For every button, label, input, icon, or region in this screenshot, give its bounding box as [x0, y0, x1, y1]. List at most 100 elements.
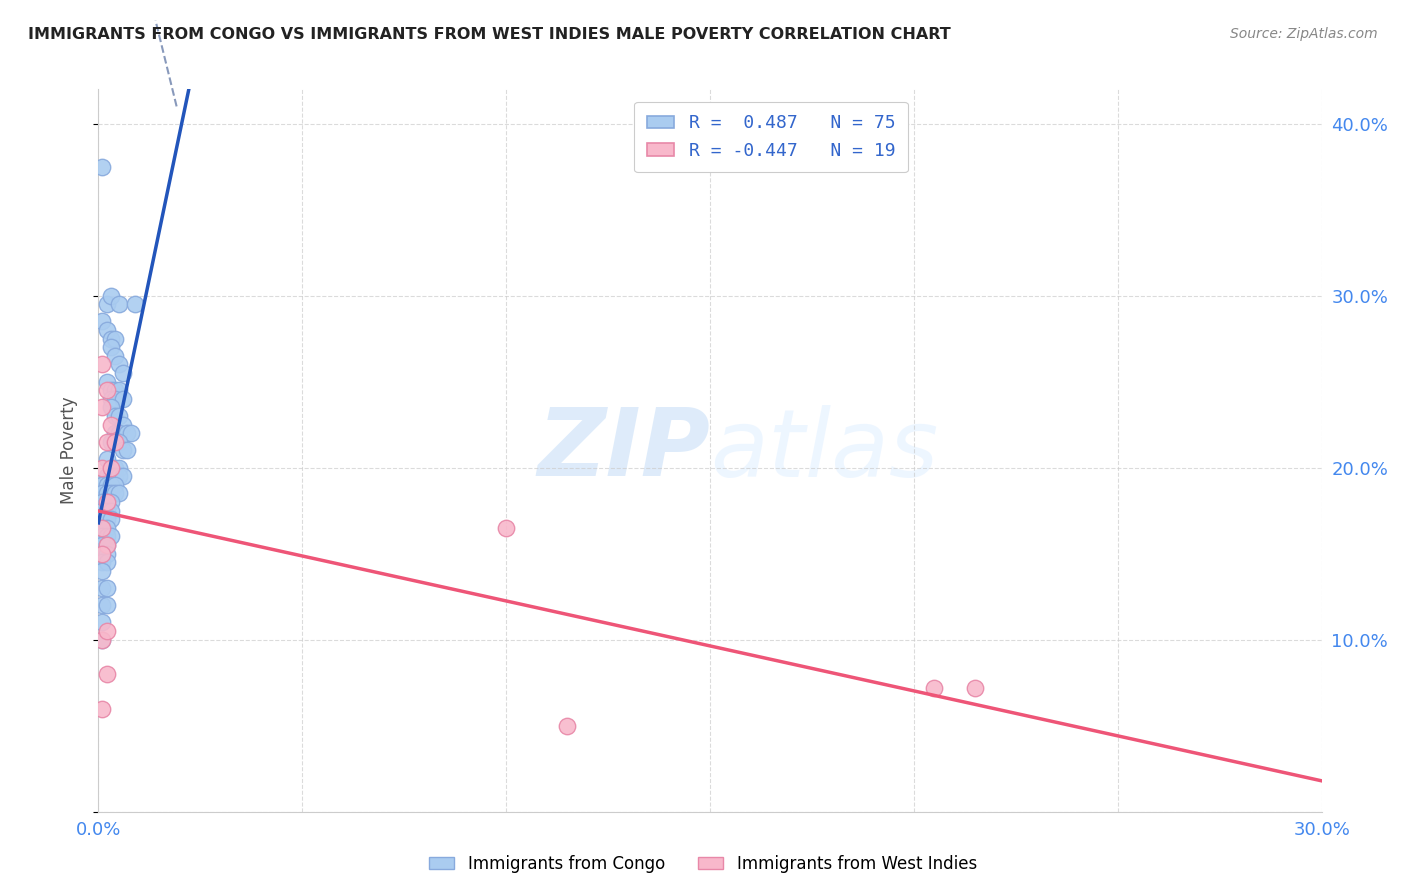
Text: IMMIGRANTS FROM CONGO VS IMMIGRANTS FROM WEST INDIES MALE POVERTY CORRELATION CH: IMMIGRANTS FROM CONGO VS IMMIGRANTS FROM…	[28, 27, 950, 42]
Legend: R =  0.487   N = 75, R = -0.447   N = 19: R = 0.487 N = 75, R = -0.447 N = 19	[634, 102, 908, 172]
Point	[104, 426, 127, 441]
Point	[100, 288, 122, 302]
Point	[100, 434, 122, 449]
Point	[104, 434, 127, 449]
Point	[91, 512, 114, 526]
Point	[91, 701, 114, 715]
Point	[91, 529, 114, 543]
Point	[91, 547, 114, 561]
Point	[96, 495, 118, 509]
Point	[555, 719, 579, 733]
Point	[100, 417, 122, 432]
Point	[104, 384, 127, 398]
Point	[108, 409, 131, 423]
Point	[100, 392, 122, 406]
Point	[96, 667, 118, 681]
Point	[91, 460, 114, 475]
Point	[91, 160, 114, 174]
Point	[96, 375, 118, 389]
Point	[104, 349, 127, 363]
Point	[115, 426, 138, 441]
Point	[96, 486, 118, 500]
Point	[108, 460, 131, 475]
Point	[104, 469, 127, 483]
Point	[96, 434, 118, 449]
Point	[91, 503, 114, 517]
Point	[96, 512, 118, 526]
Point	[100, 529, 122, 543]
Point	[96, 323, 118, 337]
Point	[120, 426, 142, 441]
Point	[108, 434, 131, 449]
Point	[96, 538, 118, 552]
Point	[100, 332, 122, 346]
Point	[104, 460, 127, 475]
Point	[96, 547, 118, 561]
Point	[96, 529, 118, 543]
Point	[96, 452, 118, 467]
Point	[91, 478, 114, 492]
Text: atlas: atlas	[710, 405, 938, 496]
Point	[91, 401, 114, 415]
Point	[96, 478, 118, 492]
Point	[91, 521, 114, 535]
Point	[108, 486, 131, 500]
Point	[96, 521, 118, 535]
Point	[108, 358, 131, 372]
Point	[91, 564, 114, 578]
Point	[91, 555, 114, 569]
Point	[922, 681, 945, 695]
Point	[96, 503, 118, 517]
Point	[111, 417, 134, 432]
Point	[91, 486, 114, 500]
Point	[108, 297, 131, 311]
Point	[100, 460, 122, 475]
Point	[115, 443, 138, 458]
Point	[96, 624, 118, 639]
Legend: Immigrants from Congo, Immigrants from West Indies: Immigrants from Congo, Immigrants from W…	[423, 848, 983, 880]
Point	[100, 469, 122, 483]
Point	[111, 366, 134, 380]
Point	[495, 521, 517, 535]
Point	[100, 460, 122, 475]
Point	[111, 392, 134, 406]
Point	[100, 512, 122, 526]
Point	[91, 547, 114, 561]
Point	[100, 486, 122, 500]
Point	[91, 521, 114, 535]
Point	[91, 632, 114, 647]
Point	[91, 581, 114, 595]
Point	[96, 469, 118, 483]
Point	[96, 538, 118, 552]
Point	[100, 340, 122, 354]
Point	[111, 443, 134, 458]
Point	[100, 478, 122, 492]
Text: Source: ZipAtlas.com: Source: ZipAtlas.com	[1230, 27, 1378, 41]
Point	[104, 392, 127, 406]
Point	[96, 297, 118, 311]
Point	[111, 469, 134, 483]
Point	[91, 538, 114, 552]
Point	[91, 632, 114, 647]
Point	[100, 503, 122, 517]
Point	[100, 384, 122, 398]
Point	[104, 332, 127, 346]
Point	[104, 478, 127, 492]
Point	[100, 401, 122, 415]
Point	[96, 495, 118, 509]
Point	[100, 495, 122, 509]
Point	[96, 555, 118, 569]
Point	[108, 426, 131, 441]
Point	[104, 409, 127, 423]
Point	[104, 486, 127, 500]
Point	[108, 469, 131, 483]
Point	[91, 599, 114, 613]
Point	[91, 314, 114, 328]
Point	[91, 615, 114, 630]
Point	[96, 384, 118, 398]
Text: ZIP: ZIP	[537, 404, 710, 497]
Y-axis label: Male Poverty: Male Poverty	[59, 397, 77, 504]
Point	[96, 581, 118, 595]
Point	[91, 495, 114, 509]
Point	[96, 599, 118, 613]
